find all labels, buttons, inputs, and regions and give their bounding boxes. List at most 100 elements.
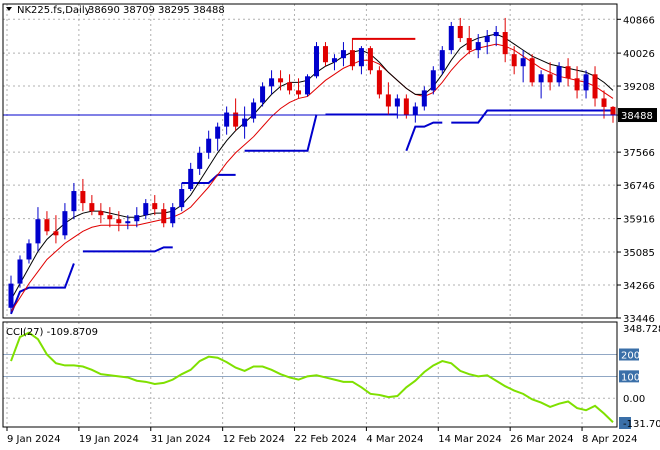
candle-body [322, 46, 328, 63]
candle-body [430, 70, 436, 91]
candle-body [457, 25, 463, 39]
candle-body [466, 38, 472, 51]
price-tick-label: 40026 [623, 49, 655, 60]
axes: 33446 34266 35085 35916 36746 37566 39208 40026… [2, 3, 660, 445]
candle-body [98, 211, 104, 216]
date-tick-label: 8 Apr 2024 [582, 434, 637, 445]
candle-body [305, 76, 311, 95]
date-tick-label: 31 Jan 2024 [151, 434, 211, 445]
candle-body [367, 48, 373, 71]
cci-indicator-label: CCI(27) -109.8709 [6, 327, 98, 338]
candle-body [35, 219, 41, 244]
candle-body [565, 66, 571, 79]
date-tick-label: 4 Mar 2024 [366, 434, 423, 445]
ma-slow-line [10, 43, 614, 313]
support-line [451, 109, 613, 124]
candle-body [610, 106, 616, 116]
candle-body [179, 189, 185, 208]
candle-body [44, 219, 50, 232]
candle-body [224, 112, 230, 127]
candle-body [340, 50, 346, 59]
candle-body [296, 90, 302, 95]
candle-body [385, 94, 391, 107]
candle-body [484, 36, 490, 43]
candle-body [170, 207, 176, 224]
candle-body [107, 215, 113, 220]
candle-body [331, 58, 337, 63]
candle-body [71, 191, 77, 212]
candle-body [547, 74, 553, 83]
candle-body [197, 152, 203, 169]
price-panel-frame [2, 3, 618, 319]
candle-body [188, 168, 194, 190]
candle-body [403, 98, 409, 115]
date-tick-label: 9 Jan 2024 [7, 434, 61, 445]
candle-body [313, 46, 319, 77]
candle-body [152, 203, 158, 210]
support-line [10, 263, 75, 315]
candle-body [556, 66, 562, 83]
candle-body [215, 126, 221, 139]
candle-body [493, 32, 499, 37]
candle-body [134, 215, 140, 222]
candle-body [511, 54, 517, 67]
candle-body [269, 78, 275, 87]
support-line [244, 114, 318, 152]
chart-menu-arrow-icon[interactable] [6, 7, 12, 11]
cci-tick-label: 100 [621, 372, 640, 383]
candle-body [233, 112, 239, 127]
price-tick-label: 40866 [623, 15, 655, 26]
candle-body [601, 98, 607, 107]
candle-body [80, 191, 86, 204]
ohlc-label: 38690 38709 38295 38488 [88, 5, 225, 16]
candle-body [574, 78, 580, 91]
candle-body [287, 82, 293, 91]
cci-tick-label: 0.00 [623, 394, 645, 405]
candle-body [583, 74, 589, 91]
cci-level-badge [619, 370, 639, 383]
last-price-label: 38488 [621, 111, 653, 122]
candle-body [475, 42, 481, 51]
price-tick-label: 39208 [623, 82, 655, 93]
cci-line [10, 331, 614, 423]
cci-max-label: 348.7283 [623, 324, 660, 335]
candle-body [529, 58, 535, 83]
date-tick-label: 14 Mar 2024 [438, 434, 501, 445]
date-tick-label: 19 Jan 2024 [79, 434, 139, 445]
price-tick-label: 33446 [623, 314, 655, 325]
candle-body [538, 74, 544, 83]
date-tick-label: 12 Feb 2024 [223, 434, 285, 445]
price-tick-label: 35916 [623, 215, 655, 226]
candle-body [358, 48, 364, 67]
candle-body [26, 243, 32, 260]
candle-body [116, 219, 122, 224]
candle-body [62, 211, 68, 236]
cci-level-badge [619, 348, 639, 361]
symbol-label: NK225.fs,Daily [17, 5, 91, 16]
candle-body [349, 50, 355, 67]
cci-plot [10, 331, 614, 423]
candle-body [251, 102, 257, 119]
cci-min-label: -131.708 [623, 419, 660, 430]
candle-body [592, 74, 598, 99]
cci-panel-frame [2, 321, 618, 428]
support-line [82, 246, 173, 253]
candle-body [143, 203, 149, 216]
candle-body [520, 58, 526, 67]
candle-body [206, 138, 212, 153]
candle-body [260, 86, 266, 103]
price-tick-label: 35085 [623, 248, 655, 259]
candle-body [448, 25, 454, 51]
support-line [405, 121, 443, 152]
price-tick-label: 37566 [623, 148, 655, 159]
candle-body [439, 50, 445, 71]
price-plot [3, 17, 617, 315]
candle-body [53, 231, 59, 236]
candle-body [278, 78, 284, 83]
candle-body [394, 98, 400, 107]
last-price-badge [618, 108, 657, 123]
candle-body [17, 259, 23, 284]
candle-body [125, 221, 131, 224]
cci-current-badge [619, 417, 631, 429]
